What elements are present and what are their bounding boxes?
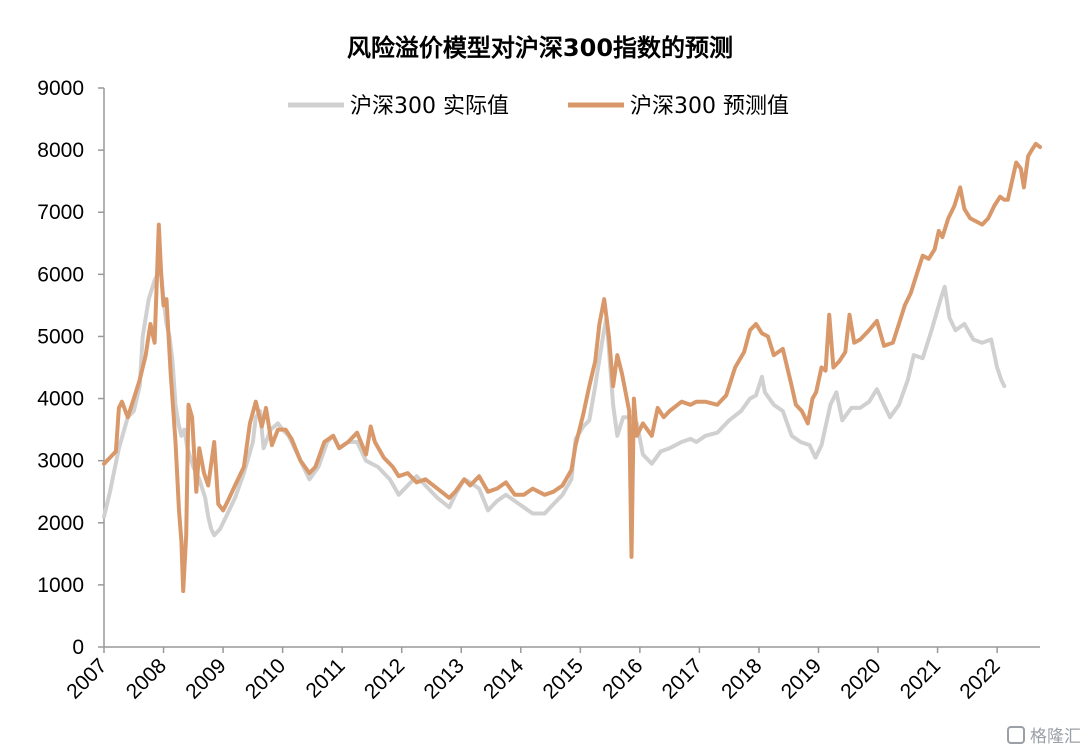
- x-tick-label: 2018: [717, 654, 766, 703]
- y-tick-label: 2000: [37, 512, 84, 535]
- x-tick-label: 2020: [836, 654, 885, 703]
- x-tick-label: 2011: [301, 654, 349, 702]
- x-tick-label: 2007: [62, 654, 111, 703]
- x-tick-label: 2022: [955, 654, 1004, 703]
- series-layer: [102, 141, 1042, 594]
- y-tick-label: 7000: [37, 201, 84, 224]
- y-tick-label: 3000: [37, 450, 84, 473]
- chart-title: 风险溢价模型对沪深300指数的预测: [347, 34, 733, 62]
- x-tick-label: 2013: [419, 654, 468, 703]
- x-tick-label: 2008: [122, 654, 171, 703]
- y-tick-label: 0: [72, 636, 84, 659]
- series-line-actual: [102, 266, 1007, 538]
- y-tick-label: 4000: [37, 388, 84, 411]
- y-tick-label: 6000: [37, 263, 84, 286]
- x-tick-label: 2017: [658, 654, 707, 703]
- legend: 沪深300 实际值 沪深300 预测值: [288, 94, 789, 119]
- y-tick-label: 8000: [37, 139, 84, 162]
- y-tick-label: 1000: [37, 574, 84, 597]
- x-tick-label: 2014: [479, 654, 529, 704]
- x-tick-label: 2012: [360, 654, 409, 703]
- series-line-predicted: [102, 141, 1042, 594]
- y-tick-label: 9000: [37, 77, 84, 100]
- x-tick-label: 2009: [181, 654, 230, 703]
- legend-label: 沪深300 实际值: [350, 94, 509, 119]
- x-tick-label: 2015: [539, 654, 588, 703]
- watermark: 格隆汇: [1007, 726, 1080, 747]
- x-axis: 2007 2008 2009 2010 2011 2012 2013 2014 2015 2016…: [62, 646, 1040, 704]
- x-tick-label: 2010: [241, 654, 290, 703]
- x-tick-label: 2016: [598, 654, 647, 703]
- x-tick-label: 2021: [896, 654, 945, 703]
- y-tick-label: 5000: [37, 325, 84, 348]
- y-axis: 0 1000 2000 3000 4000 5000 6000 7000 8000 9000: [37, 77, 105, 659]
- x-tick-label: 2019: [777, 654, 826, 703]
- watermark-text: 格隆汇: [1030, 727, 1080, 747]
- gelonghui-logo-icon: [1007, 726, 1025, 744]
- legend-label: 沪深300 预测值: [630, 94, 789, 119]
